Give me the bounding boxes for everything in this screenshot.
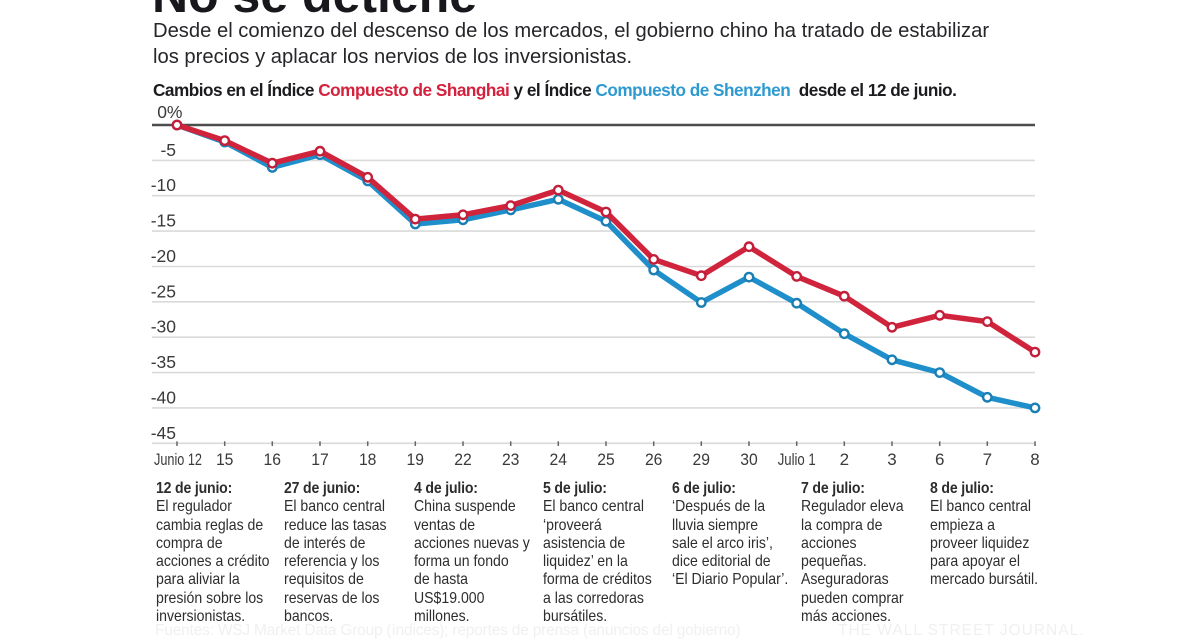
svg-text:-45: -45 [151,423,176,443]
svg-text:-25: -25 [151,281,176,301]
svg-text:17: 17 [311,450,329,469]
svg-text:25: 25 [597,450,615,469]
svg-text:-30: -30 [151,317,177,337]
svg-text:-20: -20 [151,246,177,266]
svg-text:24: 24 [550,450,568,469]
svg-text:-35: -35 [151,352,176,372]
svg-text:6: 6 [935,450,944,469]
svg-text:-5: -5 [160,140,176,160]
svg-text:Junio 12: Junio 12 [154,450,202,469]
svg-text:3: 3 [887,450,896,469]
svg-text:23: 23 [502,450,520,469]
svg-text:-10: -10 [151,175,177,195]
svg-text:19: 19 [407,450,425,469]
svg-text:7: 7 [983,450,992,469]
svg-text:8: 8 [1030,450,1039,469]
svg-text:-40: -40 [151,387,177,407]
svg-text:30: 30 [740,450,758,469]
svg-text:2: 2 [840,450,849,469]
svg-text:-15: -15 [151,211,176,231]
svg-text:26: 26 [645,450,663,469]
svg-text:22: 22 [454,450,472,469]
svg-text:16: 16 [264,450,282,469]
svg-text:0%: 0% [157,102,182,122]
svg-text:Julio 1: Julio 1 [778,450,816,469]
svg-text:15: 15 [216,450,234,469]
svg-text:29: 29 [693,450,711,469]
svg-text:18: 18 [359,450,377,469]
